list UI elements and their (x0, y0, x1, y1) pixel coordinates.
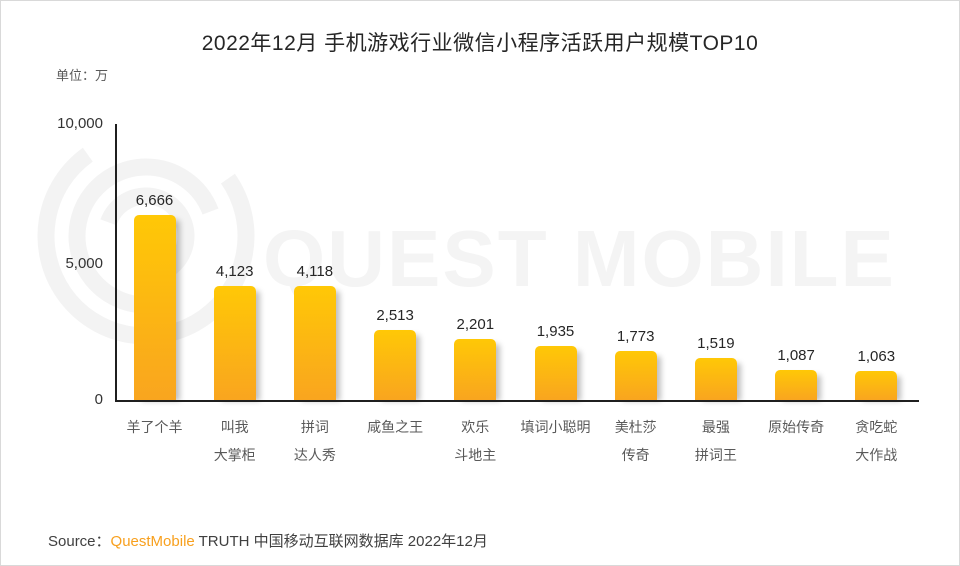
source-line: Source：QuestMobile TRUTH 中国移动互联网数据库 2022… (48, 530, 488, 551)
category-label: 欢乐 斗地主 (454, 419, 497, 463)
bar (293, 286, 336, 400)
bar-value-label: 1,087 (777, 347, 815, 364)
bar (454, 339, 497, 400)
bar-value-label: 4,118 (296, 263, 334, 280)
y-tick-label: 0 (94, 391, 103, 408)
bar (133, 215, 176, 400)
bar-value-label: 2,513 (376, 307, 414, 324)
category-label: 咸鱼之王 (367, 419, 424, 435)
y-tick-label: 10,000 (57, 115, 103, 132)
bar (534, 346, 577, 400)
category-label: 拼词 达人秀 (293, 419, 336, 463)
y-tick-label: 5,000 (65, 255, 103, 272)
category-label: 填词小聪明 (520, 419, 591, 435)
questmobile-text-watermark: QUEST MOBILE (263, 214, 896, 303)
bar (855, 371, 898, 400)
source-rest: TRUTH 中国移动互联网数据库 2022年12月 (194, 533, 488, 550)
category-label: 最强 拼词王 (694, 419, 737, 463)
bar-value-label: 1,063 (857, 348, 896, 365)
bar-value-label: 6,666 (135, 192, 174, 209)
source-brand: QuestMobile (110, 533, 195, 550)
bar (374, 330, 417, 400)
bar (614, 351, 657, 400)
category-label: 原始传奇 (768, 419, 825, 435)
bar-value-label: 1,519 (697, 335, 735, 352)
bar (694, 358, 737, 400)
category-label: 羊了个羊 (126, 419, 183, 435)
y-axis-line (115, 124, 117, 402)
x-axis-line (115, 400, 919, 402)
bar-value-label: 1,773 (616, 328, 655, 345)
bar (213, 286, 256, 400)
category-label: 贪吃蛇 大作战 (855, 419, 898, 463)
category-label: 美杜莎 传奇 (614, 419, 657, 463)
bar (775, 370, 818, 400)
bar-value-label: 2,201 (456, 316, 495, 333)
unit-label: 单位：万 (56, 68, 109, 83)
bar-value-label: 1,935 (536, 323, 575, 340)
bar-value-label: 4,123 (215, 263, 254, 280)
chart-title: 2022年12月 手机游戏行业微信小程序活跃用户规模TOP10 (201, 32, 759, 55)
source-prefix: Source： (48, 533, 111, 550)
category-label: 叫我 大掌柜 (213, 419, 256, 463)
